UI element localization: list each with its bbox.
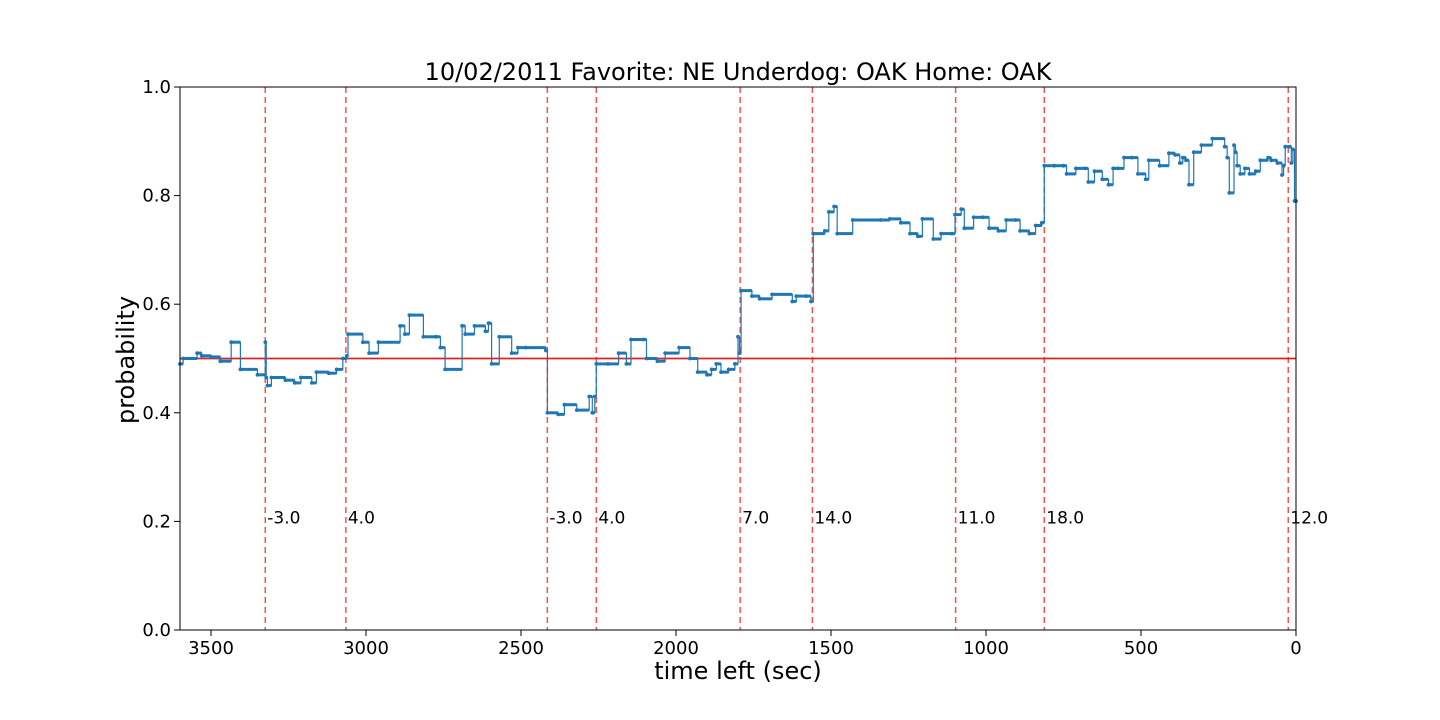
y-tick-label-0: 0.0 xyxy=(142,620,171,641)
x-tick-label-2: 2500 xyxy=(498,638,544,659)
marker-label-3: 4.0 xyxy=(598,508,625,528)
y-axis-label: probability xyxy=(112,296,140,424)
marker-label-2: -3.0 xyxy=(549,508,582,528)
marker-label-7: 18.0 xyxy=(1046,508,1084,528)
x-tick-label-4: 1500 xyxy=(808,638,854,659)
marker-label-8: 12.0 xyxy=(1290,508,1328,528)
y-tick-label-3: 0.6 xyxy=(142,294,171,315)
chart-title: 10/02/2011 Favorite: NE Underdog: OAK Ho… xyxy=(425,58,1053,86)
x-tick-label-0: 3500 xyxy=(188,638,234,659)
x-tick-label-5: 1000 xyxy=(963,638,1009,659)
x-tick-label-3: 2000 xyxy=(653,638,699,659)
x-tick-label-7: 0 xyxy=(1290,638,1301,659)
marker-label-0: -3.0 xyxy=(267,508,300,528)
series-layer xyxy=(178,136,1298,417)
x-axis-label: time left (sec) xyxy=(654,657,822,685)
x-tick-label-6: 500 xyxy=(1124,638,1158,659)
marker-label-1: 4.0 xyxy=(348,508,375,528)
y-tick-label-2: 0.4 xyxy=(142,403,171,424)
marker-label-6: 11.0 xyxy=(958,508,996,528)
y-tick-label-4: 0.8 xyxy=(142,186,171,207)
y-tick-label-5: 1.0 xyxy=(142,77,171,98)
marker-label-5: 14.0 xyxy=(814,508,852,528)
axis-ticks: 3500 3000 2500 2000 1500 1000 500 0 0.0 0.2 0.4 0.6… xyxy=(142,77,1301,659)
y-tick-label-1: 0.2 xyxy=(142,511,171,532)
plot-frame xyxy=(179,86,1297,631)
marker-label-4: 7.0 xyxy=(742,508,769,528)
x-tick-label-1: 3000 xyxy=(343,638,389,659)
